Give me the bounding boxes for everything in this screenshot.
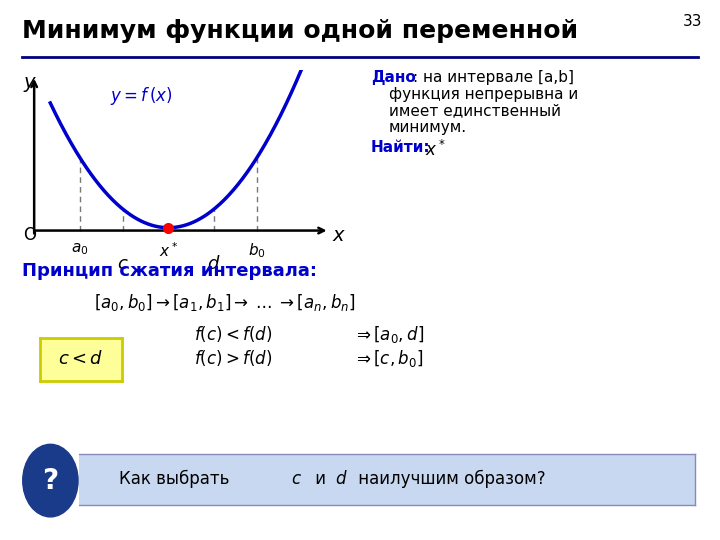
Text: $d$: $d$ bbox=[207, 255, 221, 273]
Text: $x^*$: $x^*$ bbox=[425, 140, 446, 160]
Text: Минимум функции одной переменной: Минимум функции одной переменной bbox=[22, 19, 577, 43]
Text: $c$: $c$ bbox=[291, 470, 302, 488]
Text: $a_0$: $a_0$ bbox=[71, 241, 89, 256]
Text: функция непрерывна и: функция непрерывна и bbox=[389, 87, 578, 103]
Text: : на интервале [a,b]: : на интервале [a,b] bbox=[413, 70, 574, 85]
Text: Как выбрать: Как выбрать bbox=[119, 470, 234, 488]
Text: минимум.: минимум. bbox=[389, 120, 467, 135]
Text: $c < d$: $c < d$ bbox=[58, 350, 104, 368]
Text: $y = f\,(x)$: $y = f\,(x)$ bbox=[110, 85, 173, 107]
Text: $d$: $d$ bbox=[335, 470, 347, 488]
Text: $x$: $x$ bbox=[332, 226, 346, 245]
Text: $\Rightarrow [a_0, d]$: $\Rightarrow [a_0, d]$ bbox=[353, 324, 424, 345]
Text: $b_0$: $b_0$ bbox=[248, 241, 266, 260]
Text: O: O bbox=[23, 226, 37, 244]
Text: Принцип сжатия интервала:: Принцип сжатия интервала: bbox=[22, 262, 317, 280]
Text: имеет единственный: имеет единственный bbox=[389, 104, 561, 119]
Text: $\Rightarrow [c, b_0]$: $\Rightarrow [c, b_0]$ bbox=[353, 348, 423, 369]
Text: Дано: Дано bbox=[371, 70, 415, 85]
Text: 33: 33 bbox=[683, 14, 702, 29]
Circle shape bbox=[23, 444, 78, 517]
Text: и: и bbox=[310, 470, 330, 488]
Text: Найти:: Найти: bbox=[371, 140, 431, 156]
Text: $y$: $y$ bbox=[23, 75, 37, 94]
Text: $f(c) > f(d)$: $f(c) > f(d)$ bbox=[194, 348, 273, 368]
Text: $c$: $c$ bbox=[117, 255, 129, 273]
Text: $[a_0, b_0] \rightarrow [a_1, b_1] \rightarrow \; \ldots \; \rightarrow [a_n, b_: $[a_0, b_0] \rightarrow [a_1, b_1] \righ… bbox=[94, 292, 355, 313]
Text: $x^*$: $x^*$ bbox=[159, 241, 178, 260]
Text: наилучшим образом?: наилучшим образом? bbox=[354, 470, 546, 488]
Text: $f(c) < f(d)$: $f(c) < f(d)$ bbox=[194, 324, 273, 344]
Text: ?: ? bbox=[42, 467, 58, 495]
